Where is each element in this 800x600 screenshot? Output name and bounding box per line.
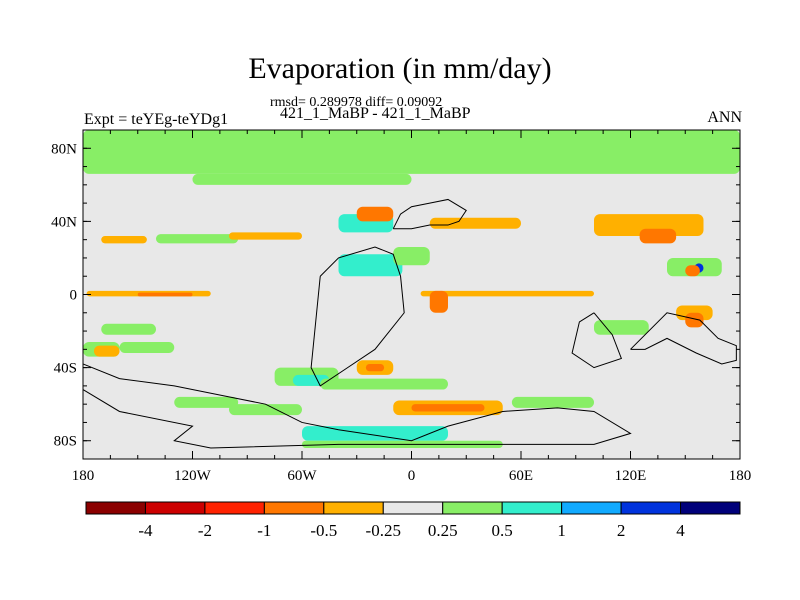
season-label: ANN <box>707 109 742 126</box>
heatmap-cell <box>156 234 239 244</box>
colorbar-box <box>680 501 741 515</box>
heatmap-cell <box>356 206 394 222</box>
colorbar-box <box>85 501 146 515</box>
colorbar-box <box>620 501 682 515</box>
y-tick-label: 40S <box>54 361 77 377</box>
heatmap-cell <box>420 290 594 297</box>
heatmap-cell <box>429 217 521 229</box>
y-tick-label: 80N <box>51 141 77 157</box>
heatmap-cell <box>192 173 412 185</box>
stats-label: rmsd= 0.289978 diff= 0.09092 <box>270 95 443 110</box>
y-tick-label: 40N <box>51 214 77 230</box>
colorbar-box <box>561 501 622 515</box>
heatmap-cell <box>83 130 740 174</box>
heatmap-cell <box>639 228 677 244</box>
coastline <box>392 198 467 230</box>
heatmap-cell <box>338 254 403 277</box>
heatmap-cell <box>101 323 156 335</box>
heatmap-cell <box>174 396 239 408</box>
heatmap-cell <box>93 345 120 357</box>
colorbar-label: -0.25 <box>366 521 401 540</box>
x-tick-label: 120W <box>174 468 212 484</box>
y-tick-label: 80S <box>54 434 77 450</box>
heatmap-cell <box>229 232 302 240</box>
colorbar-box <box>323 501 384 515</box>
colorbar-box <box>263 501 325 515</box>
colorbar-box <box>442 501 503 515</box>
colorbar-box <box>501 501 563 515</box>
heatmap-cell <box>429 290 448 313</box>
coastline <box>630 312 737 365</box>
colorbar-label: 4 <box>676 521 685 540</box>
colorbar-box <box>382 501 444 515</box>
coastline <box>310 246 405 387</box>
colorbar-box <box>204 501 265 515</box>
heatmap-cell <box>393 246 430 266</box>
heatmap-cell <box>594 214 704 237</box>
colorbar-label: 1 <box>557 521 566 540</box>
y-tick-label: 0 <box>70 288 78 304</box>
x-tick-label: 180 <box>729 468 752 484</box>
x-tick-label: 120E <box>615 468 647 484</box>
colorbar-label: 0.5 <box>492 521 513 540</box>
heatmap-cell <box>302 426 448 441</box>
heatmap-cell <box>137 292 193 297</box>
x-tick-label: 0 <box>408 468 416 484</box>
x-tick-label: 180 <box>72 468 95 484</box>
colorbar-label: 2 <box>617 521 626 540</box>
heatmap-cell <box>320 378 448 390</box>
coastline <box>571 312 623 369</box>
experiment-label: Expt = teYEg-teYDg1 <box>84 111 229 128</box>
heatmap-cell <box>292 374 330 386</box>
coastline <box>82 363 632 449</box>
heatmap-cell <box>685 265 700 277</box>
colorbar-box <box>144 501 206 515</box>
colorbar-label: 0.25 <box>428 521 458 540</box>
x-tick-label: 60W <box>287 468 317 484</box>
heatmap-cell <box>685 312 704 328</box>
heatmap-cell <box>101 236 147 244</box>
run-label: 421_1_MaBP - 421_1_MaBP <box>280 105 471 122</box>
heatmap-cell <box>229 404 302 416</box>
colorbar-label: -4 <box>138 521 153 540</box>
colorbar-label: -1 <box>257 521 271 540</box>
x-tick-label: 60E <box>509 468 533 484</box>
colorbar-label: -2 <box>198 521 212 540</box>
chart-title: Evaporation (in mm/day) <box>248 52 552 85</box>
heatmap-cell <box>365 363 385 372</box>
heatmap-cell <box>594 320 649 335</box>
colorbar-label: -0.5 <box>310 521 337 540</box>
heatmap-cell <box>411 404 485 412</box>
heatmap-cell <box>119 342 175 353</box>
heatmap-cell <box>511 396 594 408</box>
